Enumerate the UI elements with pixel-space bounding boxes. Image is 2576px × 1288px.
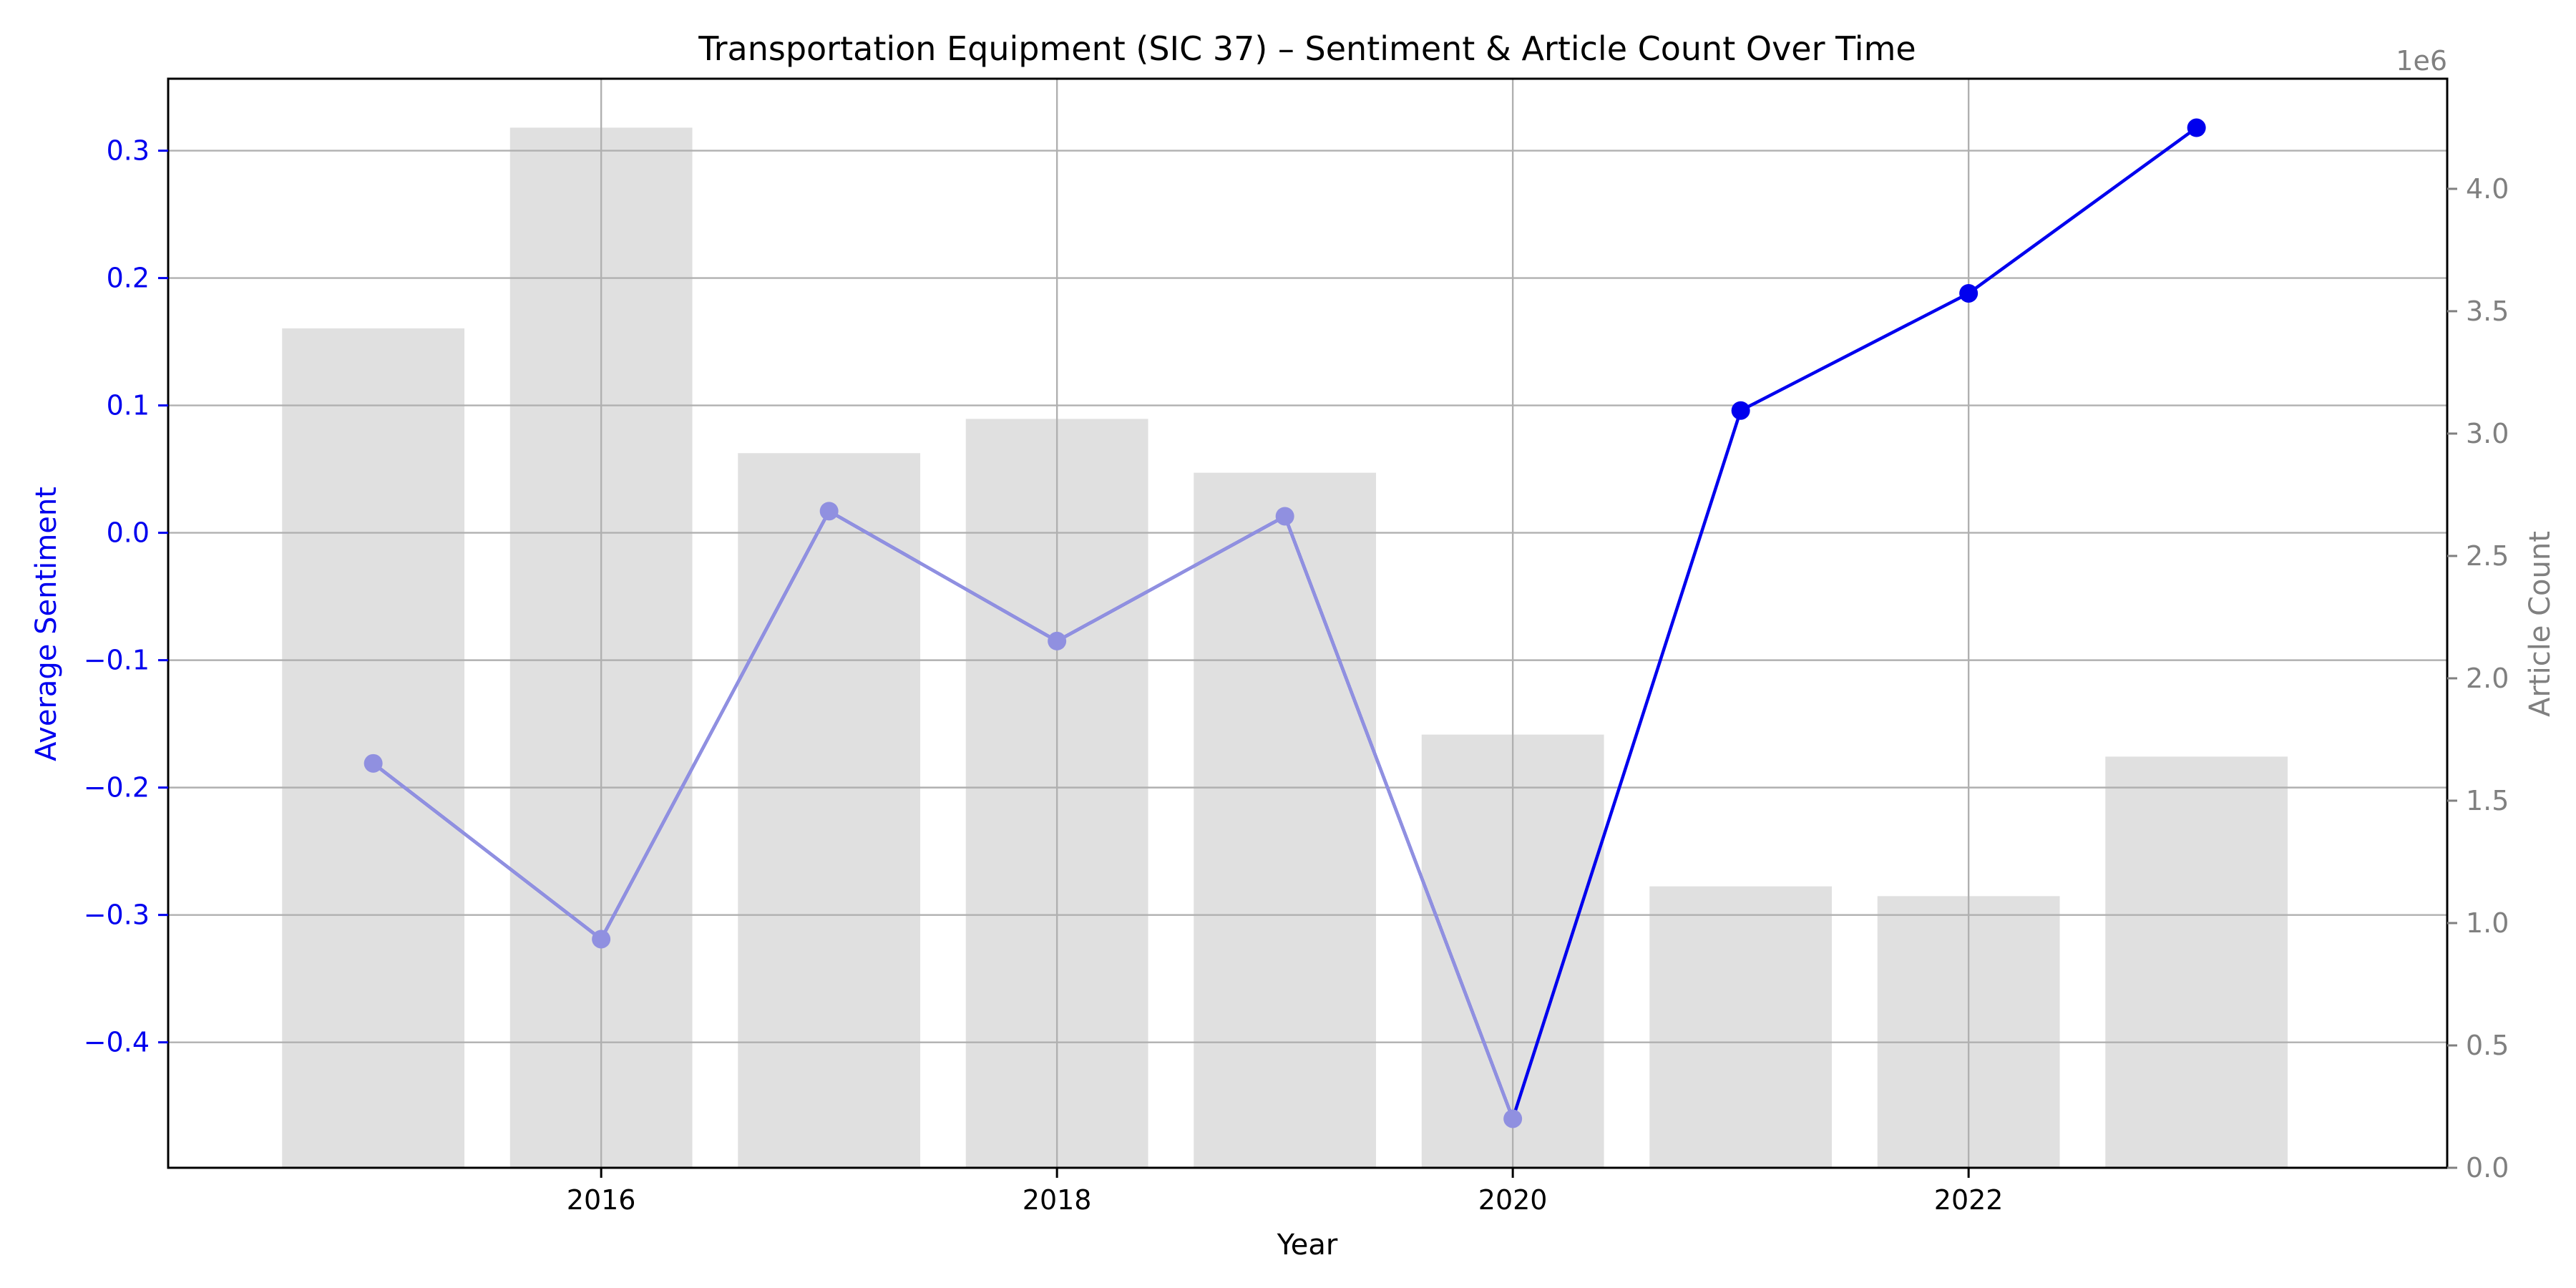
article-count-bar-2015 xyxy=(282,328,465,1168)
right-axis-offset-text: 1e6 xyxy=(2396,45,2447,77)
sentiment-line-faded-segment-2017 xyxy=(827,509,1059,643)
y-right-tick-label-5: 2.5 xyxy=(2466,540,2509,572)
x-tick-label-2016: 2016 xyxy=(567,1184,636,1216)
article-count-bar-2021 xyxy=(1649,886,1833,1168)
y-right-tick-label-8: 4.0 xyxy=(2466,173,2509,205)
sentiment-line-layer xyxy=(364,118,2206,1128)
x-tick-label-2018: 2018 xyxy=(1023,1184,1092,1216)
x-tick-label-2020: 2020 xyxy=(1478,1184,1548,1216)
x-axis-label: Year xyxy=(1277,1229,1338,1262)
sentiment-point-2015 xyxy=(364,753,383,773)
sentiment-point-2017 xyxy=(819,502,839,521)
y-left-tick-label-4: −0.1 xyxy=(84,645,150,676)
y-left-tick-label-7: −0.4 xyxy=(84,1027,150,1058)
sentiment-point-2016 xyxy=(592,930,611,949)
grid-layer xyxy=(168,79,2447,1168)
y-left-tick-label-3: 0.0 xyxy=(107,517,150,549)
y-axis-right-label: Article Count xyxy=(2524,531,2557,717)
y-left-tick-label-5: −0.2 xyxy=(84,772,150,804)
axes-layer: 2016 2018 2020 2022 0.3 0.2 0.1 0.0 −0.1 −0.2 −0.3… xyxy=(84,77,2509,1216)
sentiment-point-2020 xyxy=(1503,1109,1523,1128)
sentiment-point-2023 xyxy=(2187,118,2206,137)
y-right-tick-label-6: 3.0 xyxy=(2466,418,2509,449)
sentiment-line-faded-segment-2016 xyxy=(599,509,831,941)
sentiment-line-faded-segment-2019 xyxy=(1283,514,1515,1121)
labels-layer: Transportation Equipment (SIC 37) – Sent… xyxy=(30,29,2557,1262)
y-right-tick-label-1: 0.5 xyxy=(2466,1030,2509,1061)
sentiment-point-2022 xyxy=(1959,283,1979,303)
sentiment-point-2018 xyxy=(1048,631,1067,650)
y-right-tick-label-0: 0.0 xyxy=(2466,1152,2509,1184)
article-count-bar-2017 xyxy=(738,453,921,1168)
chart-title: Transportation Equipment (SIC 37) – Sent… xyxy=(698,29,1916,68)
y-left-tick-label-0: 0.3 xyxy=(107,135,150,167)
plot-frame xyxy=(167,77,2449,1169)
sentiment-line-faded-segment-2015 xyxy=(371,761,603,941)
sentiment-line-faded-segment-2018 xyxy=(1055,514,1287,643)
y-axis-left-label: Average Sentiment xyxy=(30,487,63,761)
y-right-tick-label-4: 2.0 xyxy=(2466,663,2509,694)
y-left-tick-label-1: 0.2 xyxy=(107,263,150,294)
y-right-tick-label-7: 3.5 xyxy=(2466,296,2509,327)
article-count-bar-2019 xyxy=(1194,472,1377,1168)
sentiment-point-2019 xyxy=(1275,507,1294,526)
sentiment-point-2021 xyxy=(1731,401,1750,420)
y-left-tick-label-2: 0.1 xyxy=(107,390,150,421)
y-left-tick-label-6: −0.3 xyxy=(84,899,150,931)
y-right-tick-label-3: 1.5 xyxy=(2466,785,2509,816)
article-count-bar-2023 xyxy=(2105,756,2288,1168)
y-right-tick-label-2: 1.0 xyxy=(2466,907,2509,939)
x-tick-label-2022: 2022 xyxy=(1934,1184,2004,1216)
